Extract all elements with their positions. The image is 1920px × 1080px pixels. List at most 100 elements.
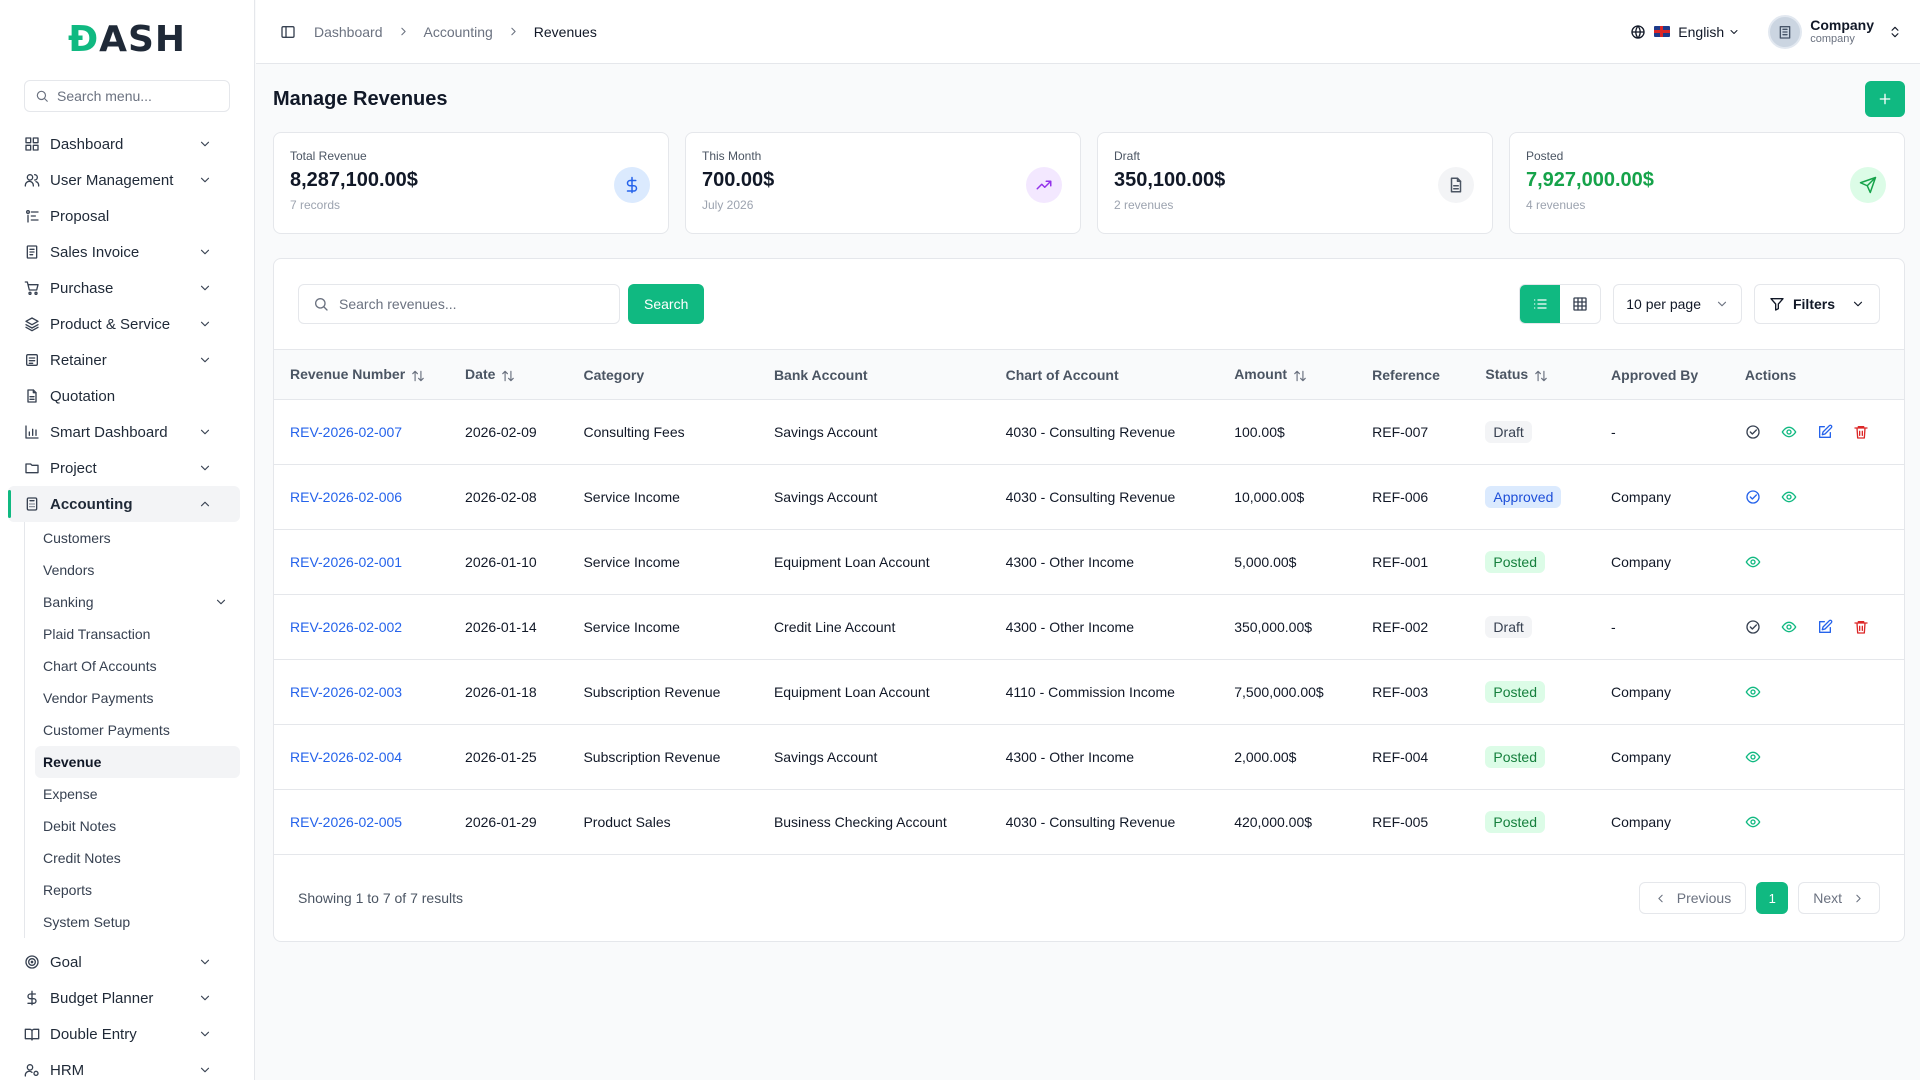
user-menu[interactable]: Company company — [1768, 14, 1902, 49]
sidebar-item-sales-invoice[interactable]: Sales Invoice — [8, 234, 240, 270]
column-header-amount[interactable]: Amount — [1218, 350, 1356, 400]
sidebar-item-retainer[interactable]: Retainer — [8, 342, 240, 378]
view-button[interactable] — [1781, 489, 1797, 505]
table-header-row: Revenue Number Date Category Bank Accoun… — [274, 349, 1904, 400]
view-button[interactable] — [1745, 749, 1761, 765]
sort-icon — [1293, 369, 1307, 383]
approve-button[interactable] — [1745, 619, 1761, 635]
sidebar-toggle-button[interactable] — [280, 24, 296, 40]
column-header-chart-of-account: Chart of Account — [990, 350, 1219, 400]
sidebar-subitem-banking[interactable]: Banking — [35, 586, 240, 618]
sidebar-subitem-vendor-payments[interactable]: Vendor Payments — [35, 682, 240, 714]
sidebar-subitem-system-setup[interactable]: System Setup — [35, 906, 240, 938]
logo-text: ASH — [99, 18, 187, 60]
sidebar-item-purchase[interactable]: Purchase — [8, 270, 240, 306]
sidebar-subitem-vendors[interactable]: Vendors — [35, 554, 240, 586]
per-page-value: 10 per page — [1626, 296, 1701, 312]
sidebar-item-project[interactable]: Project — [8, 450, 240, 486]
sidebar-item-budget-planner[interactable]: Budget Planner — [8, 980, 240, 1016]
sidebar-subitem-revenue[interactable]: Revenue — [35, 746, 240, 778]
post-button[interactable] — [1745, 489, 1761, 505]
sidebar-subitem-plaid-transaction[interactable]: Plaid Transaction — [35, 618, 240, 650]
sidebar-subitem-debit-notes[interactable]: Debit Notes — [35, 810, 240, 842]
sidebar-item-accounting[interactable]: Accounting — [8, 486, 240, 522]
sidebar-subitem-label: Debit Notes — [43, 818, 117, 834]
stat-label: Posted — [1526, 149, 1564, 163]
revenues-panel: Search revenues... Search 10 per page — [273, 258, 1905, 942]
sidebar-subitem-reports[interactable]: Reports — [35, 874, 240, 906]
column-header-label: Chart of Account — [1005, 366, 1119, 383]
per-page-select[interactable]: 10 per page — [1613, 284, 1742, 324]
sidebar-item-double-entry[interactable]: Double Entry — [8, 1016, 240, 1052]
revenue-number-link[interactable]: REV-2026-02-004 — [290, 749, 403, 765]
column-header-revenue-number[interactable]: Revenue Number — [274, 350, 449, 400]
sidebar-item-proposal[interactable]: Proposal — [8, 198, 240, 234]
add-revenue-button[interactable] — [1865, 81, 1905, 117]
revenue-number-cell: REV-2026-02-006 — [274, 464, 450, 530]
table-row: REV-2026-02-005 2026-01-29 Product Sales… — [274, 789, 1904, 855]
sidebar-item-dashboard[interactable]: Dashboard — [8, 126, 240, 162]
revenue-number-link[interactable]: REV-2026-02-003 — [290, 684, 403, 700]
sidebar-item-quotation[interactable]: Quotation — [8, 378, 240, 414]
status-cell: Posted — [1469, 659, 1596, 725]
column-header-label: Reference — [1372, 366, 1440, 383]
stat-subtext: 4 revenues — [1526, 198, 1586, 212]
column-header-status[interactable]: Status — [1469, 350, 1595, 400]
page-1-button[interactable]: 1 — [1756, 882, 1789, 914]
edit-button[interactable] — [1817, 619, 1833, 635]
sidebar-item-product-service[interactable]: Product & Service — [8, 306, 240, 342]
view-button[interactable] — [1745, 684, 1761, 700]
sidebar-menu: Dashboard User Management Proposal Sales… — [0, 126, 254, 522]
book-icon — [24, 1028, 40, 1041]
revenue-number-link[interactable]: REV-2026-02-006 — [290, 489, 403, 505]
date-cell: 2026-01-29 — [449, 789, 568, 855]
plus-icon — [1879, 93, 1891, 105]
breadcrumb-dashboard[interactable]: Dashboard — [314, 23, 383, 40]
sidebar-subitem-expense[interactable]: Expense — [35, 778, 240, 810]
delete-button[interactable] — [1853, 424, 1869, 440]
revenue-number-link[interactable]: REV-2026-02-007 — [290, 424, 403, 440]
actions-cell — [1728, 529, 1904, 595]
globe-icon — [1631, 24, 1645, 39]
sidebar-subitem-credit-notes[interactable]: Credit Notes — [35, 842, 240, 874]
view-button[interactable] — [1745, 814, 1761, 830]
revenue-number-link[interactable]: REV-2026-02-005 — [290, 814, 403, 830]
view-button[interactable] — [1745, 554, 1761, 570]
delete-button[interactable] — [1853, 619, 1869, 635]
sidebar-item-smart-dashboard[interactable]: Smart Dashboard — [8, 414, 240, 450]
revenue-search-input[interactable]: Search revenues... — [298, 284, 620, 324]
sidebar-item-goal[interactable]: Goal — [8, 944, 240, 980]
search-button[interactable]: Search — [628, 284, 705, 324]
actions-cell — [1728, 464, 1904, 530]
edit-button[interactable] — [1817, 424, 1833, 440]
sidebar-subitem-label: Credit Notes — [43, 850, 121, 866]
grid-view-button[interactable] — [1560, 285, 1600, 323]
category-cell: Subscription Revenue — [567, 724, 758, 790]
next-page-button[interactable]: Next — [1798, 882, 1880, 914]
language-selector[interactable]: English — [1630, 24, 1740, 40]
calculator-icon — [26, 497, 38, 511]
revenue-number-link[interactable]: REV-2026-02-001 — [290, 554, 403, 570]
sidebar-search-input[interactable]: Search menu... — [24, 80, 230, 112]
reference-cell: REF-006 — [1356, 464, 1470, 530]
column-header-date[interactable]: Date — [449, 350, 567, 400]
date-cell: 2026-01-10 — [449, 529, 568, 595]
sidebar-subitem-customer-payments[interactable]: Customer Payments — [35, 714, 240, 746]
approved-by-cell: - — [1595, 594, 1729, 660]
sidebar-subitem-customers[interactable]: Customers — [35, 522, 240, 554]
list-view-button[interactable] — [1520, 285, 1561, 323]
breadcrumb-accounting[interactable]: Accounting — [423, 23, 493, 40]
view-button[interactable] — [1781, 424, 1797, 440]
sidebar-subitem-chart-of-accounts[interactable]: Chart Of Accounts — [35, 650, 240, 682]
sidebar-item-user-management[interactable]: User Management — [8, 162, 240, 198]
date-cell: 2026-02-08 — [449, 464, 568, 530]
view-button[interactable] — [1781, 619, 1797, 635]
revenue-number-link[interactable]: REV-2026-02-002 — [290, 619, 403, 635]
previous-page-button[interactable]: Previous — [1638, 882, 1747, 914]
approve-button[interactable] — [1745, 424, 1761, 440]
filters-button[interactable]: Filters — [1753, 284, 1880, 324]
trending-up-icon — [1036, 180, 1052, 190]
table-row: REV-2026-02-006 2026-02-08 Service Incom… — [274, 464, 1904, 530]
sidebar-item-hrm[interactable]: HRM — [8, 1052, 240, 1080]
status-badge: Posted — [1485, 681, 1546, 703]
